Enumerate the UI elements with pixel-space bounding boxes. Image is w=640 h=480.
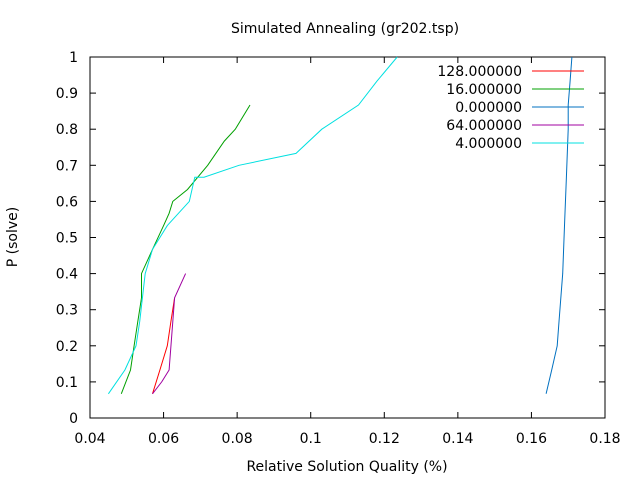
legend-label-3: 64.000000 (446, 118, 522, 134)
x-tick-label: 0.1 (300, 431, 322, 447)
series-layer (107, 56, 573, 395)
plot-frame (89, 56, 606, 419)
x-tick-label: 0.16 (516, 431, 547, 447)
legend-label-2: 0.000000 (455, 100, 522, 116)
y-tick-label: 0.5 (56, 231, 78, 247)
x-tick-label: 0.14 (442, 431, 473, 447)
series-line-4 (107, 56, 398, 395)
legend-label-4: 4.000000 (455, 136, 522, 152)
y-tick-label: 0.1 (56, 375, 78, 391)
axis-ticks: 0.04 0.06 0.08 0.1 0.12 0.14 0.16 0.18 0 0.1 0.2 0.… (56, 50, 621, 447)
x-axis-label: Relative Solution Quality (%) (246, 459, 447, 475)
legend-label-0: 128.000000 (437, 64, 522, 80)
x-tick-label: 0.18 (589, 431, 620, 447)
x-tick-label: 0.04 (74, 431, 105, 447)
chart-title: Simulated Annealing (gr202.tsp) (231, 21, 459, 37)
legend: 128.000000 16.000000 0.000000 64.000000 4.00… (437, 64, 584, 152)
y-tick-label: 1 (69, 50, 78, 66)
y-tick-label: 0 (69, 411, 78, 427)
x-tick-label: 0.06 (148, 431, 179, 447)
y-tick-label: 0.7 (56, 158, 78, 174)
y-tick-label: 0.3 (56, 303, 78, 319)
y-axis-label: P (solve) (5, 207, 21, 267)
series-line-2 (545, 56, 573, 394)
y-tick-label: 0.8 (56, 122, 78, 138)
x-tick-label: 0.08 (222, 431, 253, 447)
series-line-3 (152, 273, 187, 395)
series-line-0 (152, 297, 176, 394)
y-tick-label: 0.6 (56, 194, 78, 210)
legend-label-1: 16.000000 (446, 82, 522, 98)
x-tick-label: 0.12 (369, 431, 400, 447)
y-tick-label: 0.4 (56, 267, 78, 283)
series-line-1 (120, 104, 251, 394)
y-tick-label: 0.2 (56, 339, 78, 355)
y-tick-label: 0.9 (56, 86, 78, 102)
